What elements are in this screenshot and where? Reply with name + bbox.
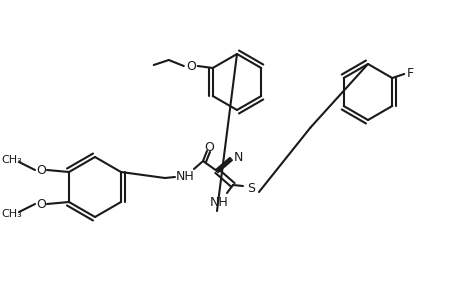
Text: F: F (406, 67, 413, 80)
Text: CH₃: CH₃ (2, 209, 22, 219)
Text: NH: NH (209, 196, 228, 209)
Text: O: O (204, 140, 213, 154)
Text: O: O (36, 197, 46, 211)
Text: O: O (36, 164, 46, 176)
Text: N: N (233, 151, 242, 164)
Text: S: S (246, 182, 254, 196)
Text: O: O (185, 59, 195, 73)
Text: NH: NH (175, 169, 194, 182)
Text: CH₃: CH₃ (2, 155, 22, 165)
